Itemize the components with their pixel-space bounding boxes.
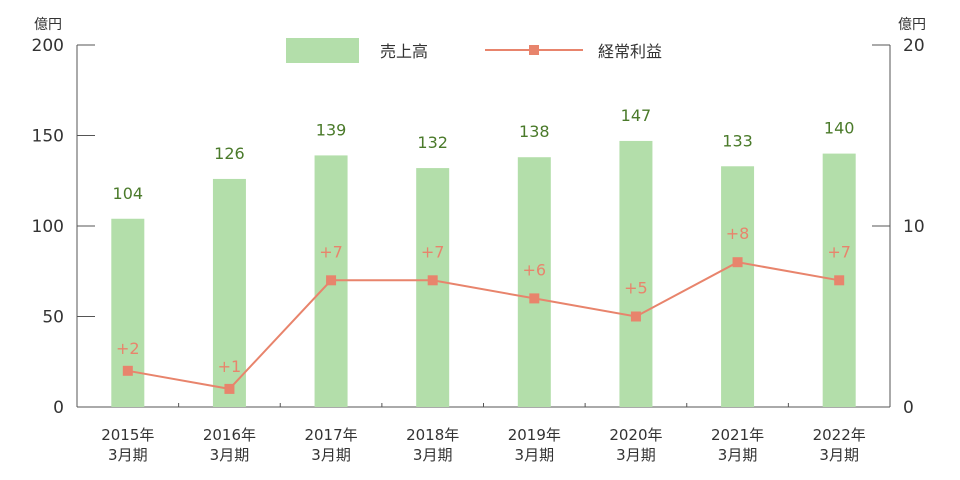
bar-value-label: 147: [621, 106, 652, 125]
bar-value-label: 126: [214, 144, 245, 163]
line-marker: [122, 365, 133, 376]
line-value-label: +7: [827, 242, 851, 261]
legend-swatch-marker: [529, 45, 539, 55]
line-series: [122, 257, 845, 394]
line-marker: [732, 257, 743, 268]
x-tick-label: 2022年 3月期: [813, 426, 866, 464]
x-tick-label: 2015年 3月期: [101, 426, 154, 464]
line-marker: [427, 275, 438, 286]
line-value-label: +8: [726, 224, 750, 243]
line-path: [127, 261, 840, 390]
bar: [111, 218, 145, 407]
legend-swatch-bar: [286, 38, 359, 63]
bar: [212, 178, 246, 407]
y-tick-label-left: 100: [32, 217, 64, 237]
bar-value-label: 138: [519, 122, 550, 141]
line-value-label: +1: [218, 357, 242, 376]
axes: 0 50 100 150 200 0 10 20 億円 億円 2015年 3月期 2016年 3月期 201…: [32, 17, 926, 464]
x-tick-label: 2016年 3月期: [203, 426, 256, 464]
x-tick-label: 2017年 3月期: [304, 426, 357, 464]
y-tick-label-left: 0: [53, 398, 64, 418]
y-tick-label-right: 10: [903, 217, 925, 237]
line-value-label: +5: [624, 279, 648, 298]
x-tick-label: 2019年 3月期: [508, 426, 561, 464]
bar: [517, 157, 551, 407]
bar-value-label: 132: [417, 133, 448, 152]
line-marker: [834, 275, 845, 286]
y-axis-left-unit: 億円: [34, 17, 62, 33]
y-tick-label-right: 20: [903, 36, 925, 56]
x-tick-label: 2018年 3月期: [406, 426, 459, 464]
line-value-label: +6: [523, 260, 547, 279]
line-marker: [630, 311, 641, 322]
y-tick-label-left: 200: [32, 36, 64, 56]
x-tick-label: 2020年 3月期: [609, 426, 662, 464]
bar-value-label: 133: [722, 131, 753, 150]
line-value-label: +2: [116, 339, 140, 358]
line-value-label: +7: [421, 242, 445, 261]
line-marker: [326, 275, 337, 286]
y-tick-label-right: 0: [903, 398, 914, 418]
bar: [416, 168, 450, 407]
legend-label-line: 経常利益: [598, 42, 662, 61]
line-value-label: +7: [319, 242, 343, 261]
line-marker: [224, 383, 235, 394]
y-axis-right-unit: 億円: [898, 17, 926, 33]
labels: 104 126 139 132 138 147 133 140 +2 +1 +7 +7 +6 +5 +8 +7: [113, 106, 855, 376]
legend-label-bar: 売上高: [380, 42, 428, 61]
bar-value-label: 104: [113, 184, 144, 203]
bars: [111, 140, 856, 407]
y-tick-label-left: 150: [32, 127, 64, 147]
bar-value-label: 139: [316, 120, 347, 139]
bar: [619, 140, 653, 407]
bar: [721, 166, 755, 407]
legend: 売上高 経常利益: [286, 38, 662, 63]
x-tick-label: 2021年 3月期: [711, 426, 764, 464]
line-marker: [529, 293, 540, 304]
bar-value-label: 140: [824, 119, 855, 138]
y-tick-label-left: 50: [42, 308, 64, 328]
